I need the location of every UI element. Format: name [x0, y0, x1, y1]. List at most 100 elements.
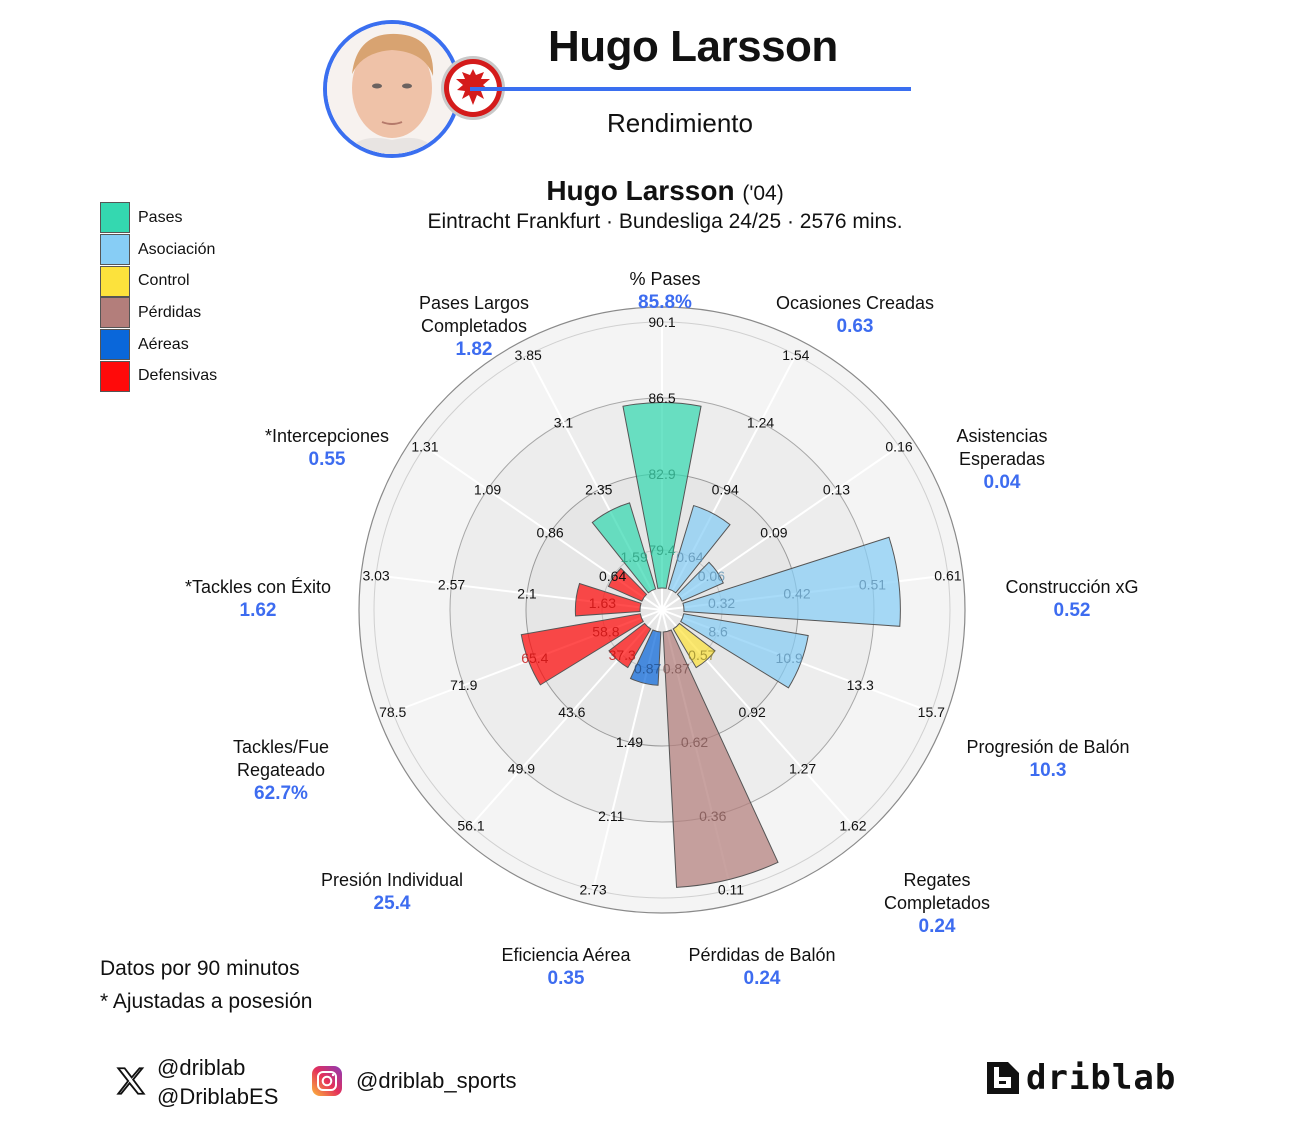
svg-text:0.09: 0.09 [760, 525, 787, 541]
svg-text:0.11: 0.11 [718, 882, 744, 898]
wedge-1 [667, 504, 731, 594]
legend: Pases Asociación Control Pérdidas Aéreas… [100, 202, 217, 392]
svg-text:37.3: 37.3 [609, 647, 636, 663]
svg-text:1.49: 1.49 [616, 734, 643, 750]
wedge-10 [574, 582, 642, 617]
svg-text:86.5: 86.5 [648, 390, 675, 406]
category-label: Tackles/Fue Regateado 62.7% [232, 737, 330, 804]
wedge-11 [607, 567, 648, 602]
wedge-9 [520, 613, 644, 686]
driblab-logo: driblab [986, 1058, 1176, 1098]
category-label: Ocasiones Creadas 0.63 [775, 293, 935, 337]
legend-swatch [100, 297, 130, 329]
category-label: % Pases 85.8% [629, 269, 701, 313]
svg-text:0.92: 0.92 [739, 704, 766, 720]
svg-text:0.86: 0.86 [536, 525, 563, 541]
legend-label: Control [138, 272, 190, 290]
wedge-7 [629, 629, 662, 686]
wedge-2 [676, 561, 724, 602]
chart-player-year: ('04) [742, 182, 784, 205]
svg-text:0.64: 0.64 [676, 549, 703, 565]
legend-item: Asociación [100, 234, 217, 266]
chart-player-name: Hugo Larsson [546, 175, 735, 206]
svg-text:58.8: 58.8 [592, 623, 619, 639]
svg-text:82.9: 82.9 [648, 466, 675, 482]
svg-text:2.35: 2.35 [585, 482, 612, 498]
svg-text:0.32: 0.32 [708, 595, 735, 611]
instagram-icon [312, 1066, 342, 1101]
wedge-12 [591, 502, 657, 594]
svg-text:1.63: 1.63 [589, 595, 616, 611]
wedge-8 [608, 622, 652, 669]
chart-subtitle: Eintracht Frankfurt · Bundesliga 24/25 ·… [427, 210, 903, 233]
svg-text:65.4: 65.4 [521, 650, 548, 666]
category-label: *Tackles con Éxito 1.62 [184, 577, 332, 621]
category-label: Progresión de Balón 10.3 [966, 737, 1130, 781]
svg-text:78.5: 78.5 [379, 704, 406, 720]
svg-text:49.9: 49.9 [508, 761, 535, 777]
svg-text:71.9: 71.9 [450, 677, 477, 693]
svg-text:8.6: 8.6 [708, 623, 728, 639]
page-subtitle: Rendimiento [607, 108, 753, 138]
category-label: Regates Completados 0.24 [883, 870, 991, 937]
svg-text:56.1: 56.1 [457, 818, 484, 834]
wedge-0 [622, 402, 702, 589]
svg-text:0.57: 0.57 [688, 647, 715, 663]
page-title: Hugo Larsson [548, 22, 838, 71]
wedge-6 [662, 629, 779, 888]
x-handle[interactable]: @driblab [157, 1055, 246, 1080]
legend-label: Asociación [138, 240, 216, 258]
svg-text:2.57: 2.57 [438, 576, 465, 592]
svg-text:2.11: 2.11 [598, 808, 624, 824]
player-avatar [323, 20, 461, 158]
legend-item: Control [100, 265, 217, 297]
category-label: Eficiencia Aérea 0.35 [501, 945, 631, 989]
legend-item: Pérdidas [100, 297, 217, 329]
svg-text:0.42: 0.42 [783, 586, 810, 602]
legend-item: Pases [100, 202, 217, 234]
wedge-4 [680, 613, 809, 689]
svg-text:1.24: 1.24 [747, 414, 774, 430]
svg-text:0.06: 0.06 [698, 568, 725, 584]
title-divider [470, 87, 911, 91]
x-handle-es[interactable]: @DriblabES [157, 1084, 279, 1109]
svg-text:1.54: 1.54 [782, 347, 809, 363]
legend-item: Defensivas [100, 360, 217, 392]
svg-text:1.62: 1.62 [839, 818, 866, 834]
legend-item: Aéreas [100, 329, 217, 361]
svg-text:0.87: 0.87 [634, 660, 661, 676]
category-label: Asistencias Esperadas 0.04 [956, 426, 1048, 493]
player-photo-icon [327, 24, 457, 154]
category-label: Construcción xG 0.52 [1005, 577, 1139, 621]
svg-text:0.51: 0.51 [859, 576, 886, 592]
svg-text:1.09: 1.09 [474, 482, 501, 498]
svg-text:3.85: 3.85 [515, 347, 542, 363]
svg-text:0.16: 0.16 [885, 438, 912, 454]
svg-text:13.3: 13.3 [847, 677, 874, 693]
legend-swatch [100, 329, 130, 361]
category-label: Pérdidas de Balón 0.24 [688, 945, 836, 989]
svg-text:79.4: 79.4 [648, 542, 675, 558]
svg-text:0.87: 0.87 [663, 660, 690, 676]
svg-text:90.1: 90.1 [648, 314, 675, 330]
chart-title: Hugo Larsson ('04) [0, 175, 1312, 207]
svg-text:1.31: 1.31 [411, 438, 438, 454]
legend-label: Defensivas [138, 367, 218, 385]
legend-label: Pérdidas [138, 303, 202, 321]
driblab-mark-icon [987, 1062, 1019, 1094]
svg-text:1.59: 1.59 [620, 549, 647, 565]
svg-text:0.61: 0.61 [934, 567, 961, 583]
svg-text:2.73: 2.73 [579, 882, 606, 898]
legend-swatch [100, 265, 130, 297]
svg-text:0.13: 0.13 [823, 482, 850, 498]
wedge-3 [682, 536, 901, 627]
legend-label: Aéreas [138, 335, 189, 353]
x-logo-icon [114, 1064, 148, 1103]
legend-label: Pases [138, 208, 183, 226]
note-per90: Datos por 90 minutos [100, 957, 300, 980]
instagram-handle[interactable]: @driblab_sports [356, 1068, 517, 1093]
svg-text:15.7: 15.7 [918, 704, 945, 720]
wedge-5 [672, 622, 716, 669]
svg-text:3.1: 3.1 [554, 414, 574, 430]
